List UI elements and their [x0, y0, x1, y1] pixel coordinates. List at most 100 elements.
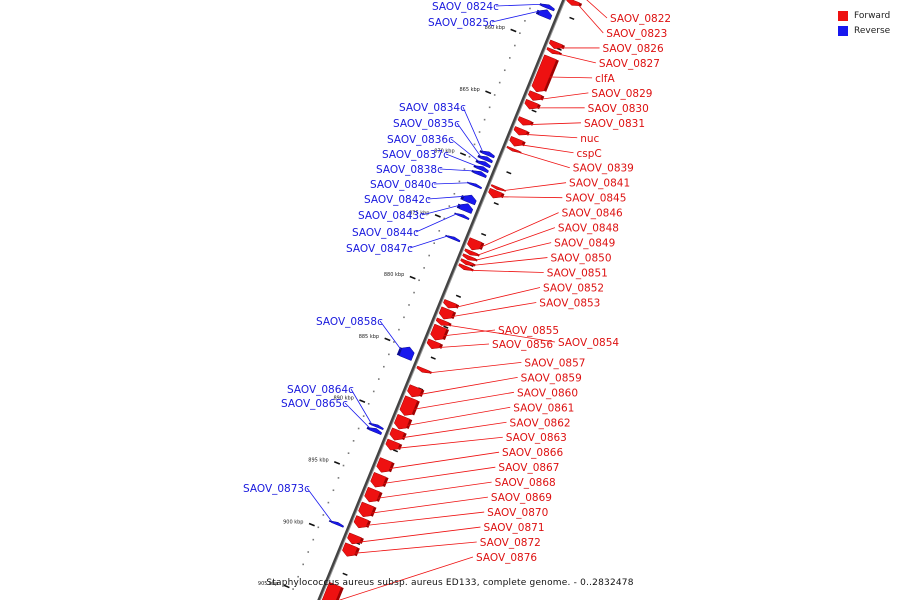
gene-features[interactable] — [319, 0, 587, 600]
forward-gene-label[interactable]: SAOV_0852 — [543, 283, 604, 295]
forward-gene-arrow[interactable] — [430, 323, 448, 341]
forward-gene-label[interactable]: SAOV_0860 — [517, 387, 578, 399]
forward-gene-arrow[interactable] — [460, 258, 474, 266]
reverse-gene-arrow[interactable] — [477, 160, 491, 169]
reverse-gene-label[interactable]: SAOV_0842c — [364, 194, 431, 206]
reverse-gene-arrow[interactable] — [473, 170, 487, 179]
forward-gene-label[interactable]: SAOV_0839 — [573, 163, 634, 175]
forward-gene-label[interactable]: clfA — [595, 73, 615, 85]
forward-gene-arrow[interactable] — [416, 365, 430, 374]
reverse-gene-arrow[interactable] — [468, 182, 483, 190]
reverse-gene-label[interactable]: SAOV_0865c — [281, 398, 348, 410]
reverse-gene-label[interactable]: SAOV_0836c — [387, 134, 454, 146]
reverse-gene-label[interactable]: SAOV_0858c — [316, 316, 383, 328]
forward-gene-label[interactable]: SAOV_0854 — [558, 337, 619, 349]
forward-gene-arrow[interactable] — [376, 457, 393, 473]
forward-gene-label[interactable]: cspC — [577, 148, 602, 160]
forward-gene-label[interactable]: SAOV_0867 — [498, 462, 559, 474]
forward-gene-arrow[interactable] — [462, 253, 476, 261]
forward-gene-arrow[interactable] — [443, 299, 458, 309]
forward-gene-label[interactable]: SAOV_0846 — [562, 208, 623, 220]
forward-gene-arrow[interactable] — [566, 0, 581, 6]
forward-gene-label[interactable]: SAOV_0848 — [558, 223, 619, 235]
forward-gene-arrow[interactable] — [467, 237, 483, 251]
forward-gene-arrow[interactable] — [393, 413, 411, 430]
forward-gene-label[interactable]: SAOV_0868 — [495, 477, 556, 489]
forward-gene-arrow[interactable] — [506, 145, 520, 153]
forward-gene-arrow[interactable] — [389, 427, 405, 441]
forward-gene-arrow[interactable] — [370, 471, 387, 488]
forward-gene-arrow[interactable] — [458, 263, 472, 271]
forward-gene-label[interactable]: SAOV_0853 — [539, 297, 600, 309]
reverse-gene-arrow[interactable] — [370, 423, 384, 431]
forward-gene-arrow[interactable] — [435, 317, 450, 326]
forward-gene-label[interactable]: SAOV_0849 — [554, 238, 615, 250]
forward-gene-arrow[interactable] — [524, 98, 539, 110]
reverse-gene-label[interactable]: SAOV_0837c — [382, 149, 449, 161]
forward-gene-label[interactable]: SAOV_0866 — [502, 447, 563, 459]
reverse-gene-label[interactable]: SAOV_0843c — [358, 210, 425, 222]
forward-gene-label[interactable]: SAOV_0859 — [521, 372, 582, 384]
forward-gene-arrow[interactable] — [464, 248, 478, 256]
forward-gene-label[interactable]: SAOV_0826 — [603, 43, 664, 55]
reverse-gene-label[interactable]: SAOV_0834c — [399, 102, 466, 114]
forward-gene-label[interactable]: SAOV_0870 — [487, 507, 548, 519]
forward-gene-label[interactable]: SAOV_0857 — [524, 357, 585, 369]
reverse-gene-arrow[interactable] — [447, 235, 461, 243]
forward-gene-arrow[interactable] — [509, 135, 524, 147]
forward-gene-arrow[interactable] — [353, 515, 369, 529]
forward-gene-label[interactable]: SAOV_0851 — [547, 268, 608, 280]
forward-gene-label[interactable]: SAOV_0861 — [513, 402, 574, 414]
forward-gene-label[interactable]: SAOV_0876 — [476, 552, 537, 564]
reverse-gene-arrow[interactable] — [479, 155, 493, 164]
forward-gene-arrow[interactable] — [548, 39, 563, 49]
forward-gene-label[interactable]: SAOV_0827 — [599, 58, 660, 70]
reverse-gene-arrow[interactable] — [475, 165, 489, 174]
forward-gene-label[interactable]: SAOV_0822 — [610, 13, 671, 25]
forward-gene-arrow[interactable] — [488, 187, 503, 199]
reverse-gene-arrow[interactable] — [541, 3, 555, 12]
reverse-gene-label[interactable]: SAOV_0864c — [287, 384, 354, 396]
reverse-gene-arrow[interactable] — [456, 213, 470, 221]
forward-gene-label[interactable]: SAOV_0831 — [584, 118, 645, 130]
forward-gene-arrow[interactable] — [385, 438, 401, 451]
reverse-gene-arrow[interactable] — [481, 150, 495, 159]
reverse-gene-label[interactable]: SAOV_0873c — [243, 483, 310, 495]
reverse-gene-arrow[interactable] — [398, 346, 415, 361]
forward-gene-label[interactable]: nuc — [580, 133, 599, 145]
forward-gene-label[interactable]: SAOV_0869 — [491, 492, 552, 504]
forward-gene-label[interactable]: SAOV_0862 — [510, 417, 571, 429]
forward-gene-label[interactable]: SAOV_0829 — [591, 88, 652, 100]
forward-gene-arrow[interactable] — [527, 90, 543, 101]
reverse-gene-label[interactable]: SAOV_0844c — [352, 227, 419, 239]
forward-gene-arrow[interactable] — [358, 501, 375, 518]
forward-gene-label[interactable]: SAOV_0841 — [569, 178, 630, 190]
reverse-gene-label[interactable]: SAOV_0838c — [376, 164, 443, 176]
forward-gene-arrow[interactable] — [513, 126, 528, 136]
forward-gene-arrow[interactable] — [347, 532, 362, 545]
forward-gene-arrow[interactable] — [319, 581, 342, 600]
reverse-gene-arrow[interactable] — [458, 203, 474, 214]
forward-gene-label[interactable]: SAOV_0830 — [588, 103, 649, 115]
reverse-gene-arrow[interactable] — [462, 194, 477, 206]
forward-gene-label[interactable]: SAOV_0823 — [606, 28, 667, 40]
reverse-gene-label[interactable]: SAOV_0847c — [346, 243, 413, 255]
forward-gene-arrow[interactable] — [426, 338, 442, 350]
forward-gene-label[interactable]: SAOV_0871 — [483, 522, 544, 534]
reverse-gene-label[interactable]: SAOV_0825c — [428, 17, 495, 29]
forward-gene-arrow[interactable] — [364, 486, 381, 503]
reverse-gene-arrow[interactable] — [368, 427, 383, 436]
forward-gene-arrow[interactable] — [490, 184, 505, 192]
reverse-gene-label[interactable]: SAOV_0824c — [432, 1, 499, 13]
reverse-gene-label[interactable]: SAOV_0835c — [393, 118, 460, 130]
reverse-gene-arrow[interactable] — [330, 520, 344, 528]
forward-gene-arrow[interactable] — [517, 116, 532, 126]
forward-gene-arrow[interactable] — [342, 542, 358, 557]
forward-gene-arrow[interactable] — [546, 47, 560, 55]
forward-gene-label[interactable]: SAOV_0872 — [480, 537, 541, 549]
forward-gene-label[interactable]: SAOV_0850 — [550, 253, 611, 265]
reverse-gene-label[interactable]: SAOV_0840c — [370, 179, 437, 191]
forward-gene-label[interactable]: SAOV_0855 — [498, 325, 559, 337]
forward-gene-label[interactable]: SAOV_0856 — [492, 339, 553, 351]
